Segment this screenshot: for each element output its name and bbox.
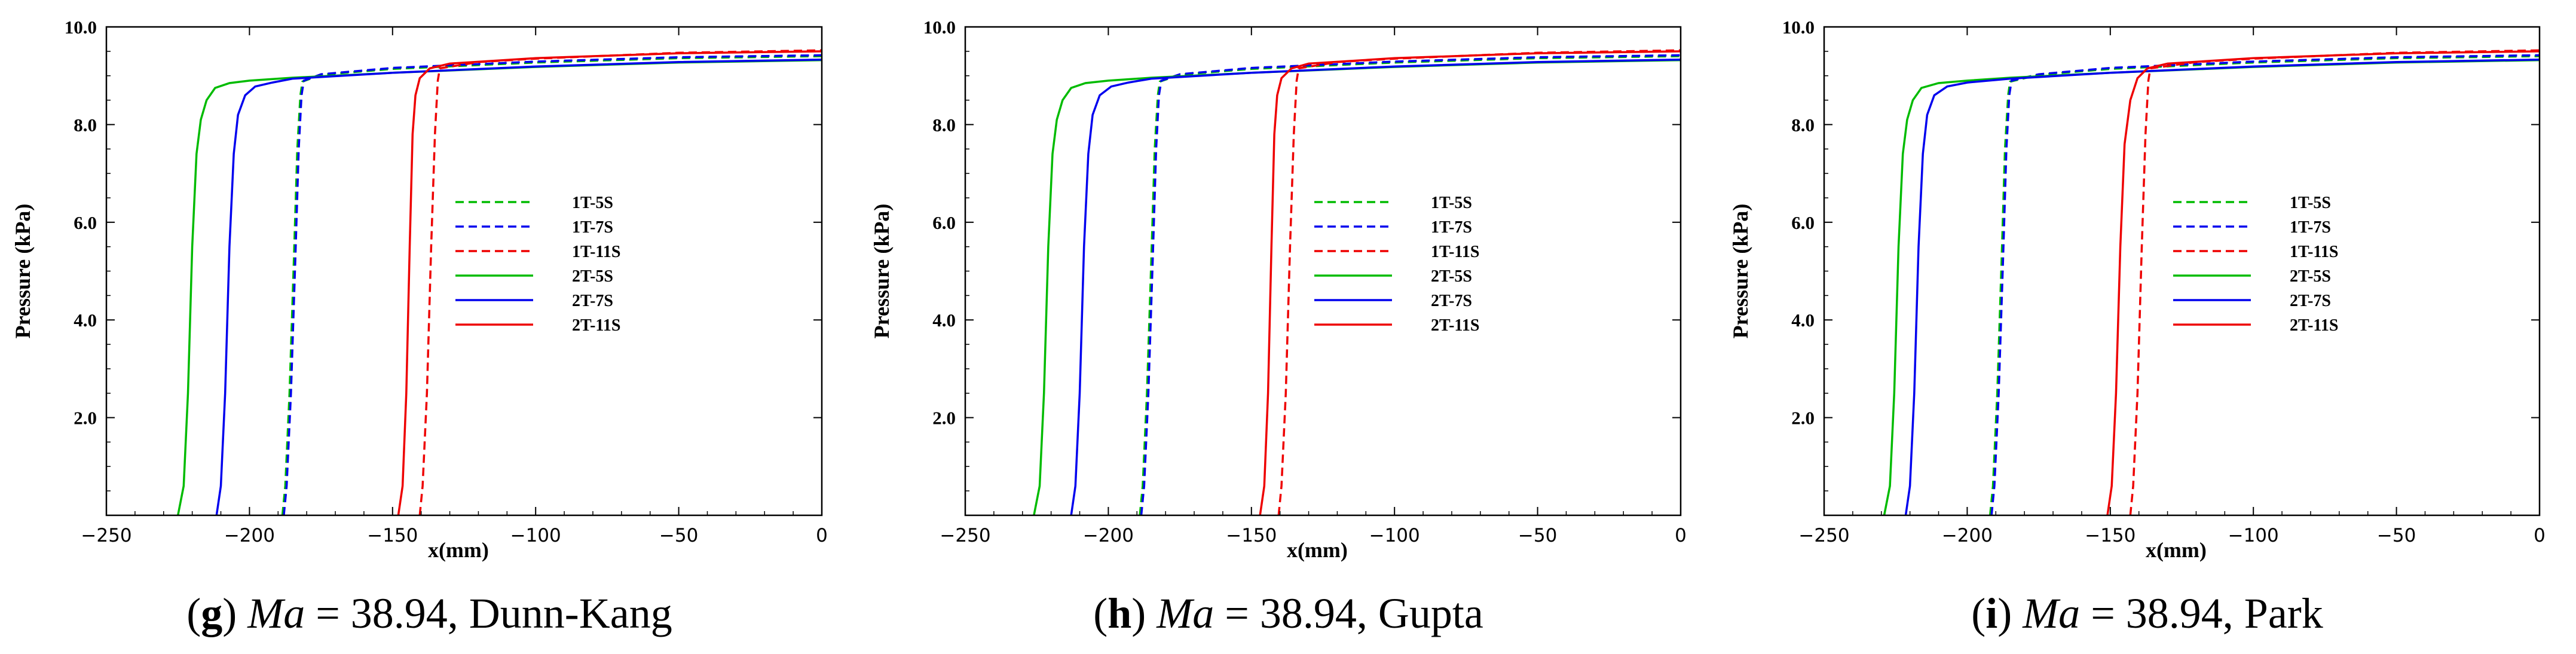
x-tick-label: −100 bbox=[510, 525, 561, 546]
y-axis-label: Pressure (kPa) bbox=[11, 204, 35, 339]
legend-label: 2T-11S bbox=[2290, 316, 2338, 335]
series-line-1t-5s bbox=[1988, 55, 2540, 515]
pressure-chart-h: −250 −200 −150 −100 −50 0 2.0 4.0 6.0 8.0 10.0 x(mm… bbox=[870, 17, 1687, 562]
legend-label: 2T-11S bbox=[572, 316, 620, 335]
series-line-1t-11s bbox=[418, 49, 822, 515]
legend-label: 2T-7S bbox=[572, 292, 613, 310]
y-tick-label: 6.0 bbox=[1791, 212, 1815, 233]
x-tick-label: −100 bbox=[2228, 525, 2279, 546]
series-line-2t-11s bbox=[1259, 50, 1681, 515]
chart-panel-h: −250 −200 −150 −100 −50 0 2.0 4.0 6.0 8.0 10.0 x(mm… bbox=[859, 0, 1718, 654]
x-axis-label: x(mm) bbox=[428, 538, 489, 562]
y-tick-label: 8.0 bbox=[932, 114, 956, 135]
series-line-2t-11s bbox=[2106, 50, 2540, 515]
series-line-2t-5s bbox=[1033, 59, 1681, 515]
series-line-2t-7s bbox=[1070, 58, 1681, 515]
series-group bbox=[1033, 49, 1681, 515]
chart-caption-g: (g) Ma = 38.94, Dunn-Kang bbox=[186, 589, 672, 637]
x-tick-label: −50 bbox=[1518, 525, 1557, 546]
series-line-2t-5s bbox=[176, 59, 822, 515]
x-tick-label: −250 bbox=[81, 525, 131, 546]
caption-ma-symbol: Ma bbox=[2023, 589, 2081, 637]
x-tick-label: −150 bbox=[367, 525, 418, 546]
legend-label: 2T-7S bbox=[1431, 292, 1472, 310]
x-tick-label: −50 bbox=[2377, 525, 2416, 546]
caption-letter: h bbox=[1108, 589, 1132, 637]
legend-label: 2T-7S bbox=[2290, 292, 2331, 310]
y-axis-label: Pressure (kPa) bbox=[1728, 204, 1752, 339]
x-tick-label: −150 bbox=[2085, 525, 2136, 546]
legend-label: 1T-5S bbox=[572, 194, 613, 212]
y-tick-label: 10.0 bbox=[923, 17, 956, 38]
caption-ma-symbol: Ma bbox=[247, 589, 305, 637]
y-tick-label: 2.0 bbox=[932, 408, 956, 429]
series-line-1t-7s bbox=[1140, 54, 1681, 515]
series-line-2t-7s bbox=[1904, 58, 2540, 515]
legend-label: 1T-11S bbox=[572, 243, 620, 261]
y-tick-label: 10.0 bbox=[1782, 17, 1815, 38]
series-line-1t-5s bbox=[1139, 55, 1681, 515]
plot-frame bbox=[964, 26, 1682, 517]
series-line-2t-7s bbox=[215, 58, 822, 515]
legend-label: 1T-11S bbox=[2290, 243, 2338, 261]
legend-label: 2T-5S bbox=[2290, 267, 2331, 286]
legend-label: 1T-5S bbox=[1431, 194, 1472, 212]
series-line-1t-11s bbox=[2129, 49, 2540, 515]
pressure-chart-g: −250 −200 −150 −100 −50 0 2.0 4.0 6.0 8.0 10.0 x(mm… bbox=[11, 17, 828, 562]
y-tick-label: 2.0 bbox=[74, 408, 97, 429]
x-tick-label: −50 bbox=[659, 525, 698, 546]
x-tick-label: −100 bbox=[1369, 525, 1420, 546]
series-line-2t-11s bbox=[397, 50, 822, 515]
x-tick-label: −200 bbox=[1942, 525, 1993, 546]
legend-label: 2T-11S bbox=[1431, 316, 1479, 335]
chart-caption-i: (i) Ma = 38.94, Park bbox=[1971, 589, 2323, 637]
chart-panel-g: −250 −200 −150 −100 −50 0 2.0 4.0 6.0 8.0 10.0 x(mm… bbox=[0, 0, 859, 654]
legend-label: 1T-7S bbox=[1431, 218, 1472, 237]
legend-label: 1T-11S bbox=[1431, 243, 1479, 261]
chart-caption-h: (h) Ma = 38.94, Gupta bbox=[1093, 589, 1483, 637]
y-tick-label: 6.0 bbox=[932, 212, 956, 233]
legend-label: 1T-7S bbox=[572, 218, 613, 237]
x-axis-label: x(mm) bbox=[1287, 538, 1348, 562]
y-tick-label: 2.0 bbox=[1791, 408, 1815, 429]
legend-label: 2T-5S bbox=[1431, 267, 1472, 286]
series-line-2t-5s bbox=[1883, 59, 2540, 515]
chart-panel-i: −250 −200 −150 −100 −50 0 2.0 4.0 6.0 8.0 10.0 x(mm… bbox=[1718, 0, 2576, 654]
x-tick-label: 0 bbox=[1675, 525, 1687, 546]
y-tick-label: 4.0 bbox=[74, 310, 97, 331]
x-tick-label: −250 bbox=[940, 525, 990, 546]
y-tick-label: 8.0 bbox=[1791, 114, 1815, 135]
series-line-1t-7s bbox=[1990, 54, 2540, 515]
legend-label: 2T-5S bbox=[572, 267, 613, 286]
y-tick-label: 4.0 bbox=[1791, 310, 1815, 331]
caption-text: = 38.94, Park bbox=[2080, 589, 2323, 637]
caption-letter: i bbox=[1985, 589, 1998, 637]
caption-ma-symbol: Ma bbox=[1157, 589, 1214, 637]
x-tick-label: 0 bbox=[2534, 525, 2546, 546]
x-tick-label: −200 bbox=[224, 525, 275, 546]
x-tick-label: −150 bbox=[1226, 525, 1277, 546]
x-tick-label: 0 bbox=[816, 525, 828, 546]
plot-frame bbox=[105, 26, 823, 517]
caption-text: = 38.94, Gupta bbox=[1214, 589, 1483, 637]
x-tick-label: −250 bbox=[1798, 525, 1849, 546]
x-axis-label: x(mm) bbox=[2146, 538, 2207, 562]
caption-letter: g bbox=[201, 589, 223, 637]
series-line-1t-7s bbox=[283, 54, 822, 515]
y-tick-label: 4.0 bbox=[932, 310, 956, 331]
series-line-1t-5s bbox=[281, 55, 822, 515]
series-group bbox=[1883, 49, 2540, 515]
x-tick-label: −200 bbox=[1083, 525, 1134, 546]
y-tick-label: 10.0 bbox=[65, 17, 97, 38]
y-tick-label: 6.0 bbox=[74, 212, 97, 233]
series-group bbox=[176, 49, 822, 515]
legend-label: 1T-7S bbox=[2290, 218, 2331, 237]
pressure-chart-i: −250 −200 −150 −100 −50 0 2.0 4.0 6.0 8.0 10.0 x(mm… bbox=[1728, 17, 2546, 562]
y-tick-label: 8.0 bbox=[74, 114, 97, 135]
series-line-1t-11s bbox=[1277, 49, 1681, 515]
caption-text: = 38.94, Dunn-Kang bbox=[305, 589, 672, 637]
y-axis-label: Pressure (kPa) bbox=[870, 204, 894, 339]
legend-label: 1T-5S bbox=[2290, 194, 2331, 212]
